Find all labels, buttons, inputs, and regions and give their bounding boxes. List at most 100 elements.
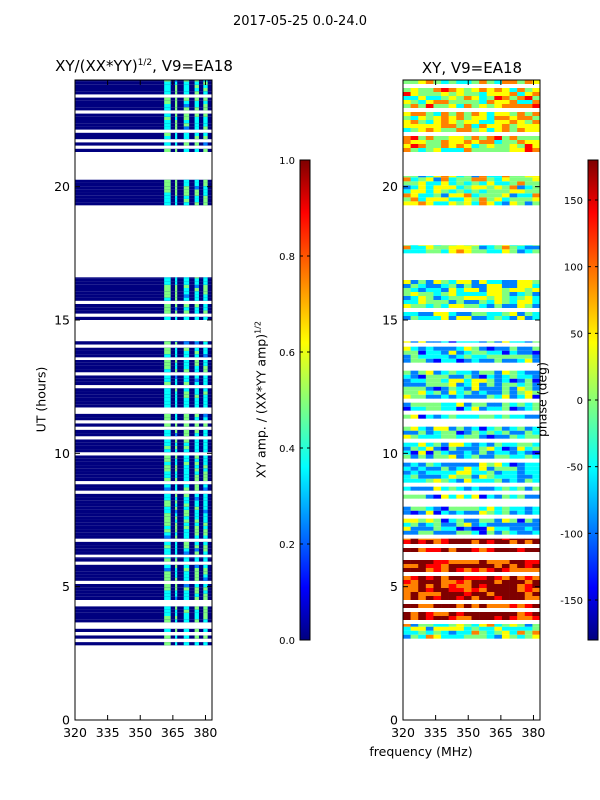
phase-cell (479, 624, 488, 627)
amp-channel-cell (194, 284, 199, 288)
phase-cell (479, 478, 488, 483)
amp-channel-cell (203, 525, 208, 530)
x-tick-label: 335 (96, 725, 120, 740)
phase-cell (463, 466, 472, 471)
phase-cell (501, 634, 510, 639)
amp-row (75, 100, 212, 104)
amp-channel-cell (183, 484, 190, 488)
phase-cell (532, 181, 540, 186)
amp-channel-cell (203, 506, 208, 510)
phase-cell (410, 526, 419, 531)
phase-cell (479, 506, 488, 511)
phase-cell (494, 592, 503, 596)
amp-channel-cell (183, 568, 190, 572)
amp-channel-cell (175, 535, 178, 539)
phase-cell (524, 116, 533, 120)
phase-cell (471, 462, 480, 467)
phase-cell (410, 120, 419, 124)
phase-cell (403, 201, 411, 206)
phase-cell (479, 434, 488, 439)
phase-cell (509, 518, 518, 523)
phase-cell (425, 584, 434, 588)
phase-cell (486, 576, 495, 580)
phase-cell (425, 442, 434, 447)
phase-cell (479, 316, 488, 320)
amp-channel-cell (203, 413, 208, 418)
amp-channel-cell (194, 192, 199, 196)
phase-cell (448, 112, 457, 116)
amp-channel-cell (175, 126, 178, 130)
phase-cell (479, 450, 488, 455)
phase-cell (403, 548, 411, 552)
phase-cell (517, 386, 526, 391)
amp-row (75, 288, 212, 292)
amp-channel-cell (194, 404, 199, 408)
phase-cell (425, 462, 434, 467)
phase-cell (494, 596, 503, 600)
phase-cell (486, 378, 495, 383)
phase-cell (486, 462, 495, 467)
phase-cell (471, 450, 480, 455)
phase-cell (501, 288, 510, 292)
phase-cell (501, 181, 510, 186)
phase-cell (418, 284, 427, 288)
amp-channel-cell (203, 394, 208, 398)
phase-cell (441, 193, 449, 198)
phase-cell (532, 564, 540, 568)
phase-cell (524, 312, 533, 316)
phase-cell (410, 124, 419, 128)
phase-cell (494, 140, 503, 144)
phase-cell (471, 454, 480, 459)
phase-cell (509, 80, 518, 84)
phase-cell (509, 478, 518, 483)
amp-channel-cell (164, 142, 171, 146)
phase-cell (448, 560, 457, 564)
phase-cell (463, 406, 472, 411)
amp-channel-cell (203, 449, 208, 453)
phase-cell (441, 177, 449, 182)
phase-cell (479, 288, 488, 292)
phase-cell (418, 538, 427, 540)
amp-channel-cell (203, 362, 208, 366)
phase-cell (501, 430, 510, 435)
shared-x-axis-label: frequency (MHz) (369, 744, 473, 759)
phase-cell (441, 370, 449, 375)
phase-cell (471, 181, 480, 186)
amp-channel-cell (203, 503, 208, 507)
amp-channel-cell (194, 394, 199, 398)
phase-cell (418, 506, 427, 511)
amp-channel-cell (183, 433, 190, 437)
phase-cell (471, 128, 480, 132)
phase-cell (471, 197, 480, 202)
phase-cell (463, 104, 472, 108)
phase-cell (471, 296, 480, 300)
phase-cell (448, 564, 457, 568)
amp-row (75, 509, 212, 514)
amp-channel-cell (194, 423, 199, 427)
phase-cell (494, 624, 503, 627)
phase-cell (463, 185, 472, 190)
phase-cell (441, 596, 449, 600)
phase-cell (433, 382, 442, 387)
phase-cell (463, 341, 472, 343)
amp-channel-cell (164, 316, 171, 320)
amp-channel-cell (164, 120, 171, 124)
amp-row (75, 584, 212, 588)
phase-cell (486, 176, 495, 178)
phase-cell (425, 560, 434, 564)
phase-cell (433, 292, 442, 296)
phase-cell (509, 540, 518, 544)
phase-cell (441, 526, 449, 531)
phase-cell (486, 245, 495, 246)
phase-cell (441, 568, 449, 572)
phase-cell (441, 88, 449, 92)
amp-row (75, 316, 212, 320)
amp-row (75, 609, 212, 613)
amp-channel-cell (175, 465, 178, 469)
phase-cell (463, 181, 472, 186)
phase-cell (524, 454, 533, 459)
amp-channel-cell (183, 142, 190, 146)
phase-cell (433, 506, 442, 511)
amp-channel-cell (175, 123, 178, 127)
phase-cell (494, 374, 503, 379)
